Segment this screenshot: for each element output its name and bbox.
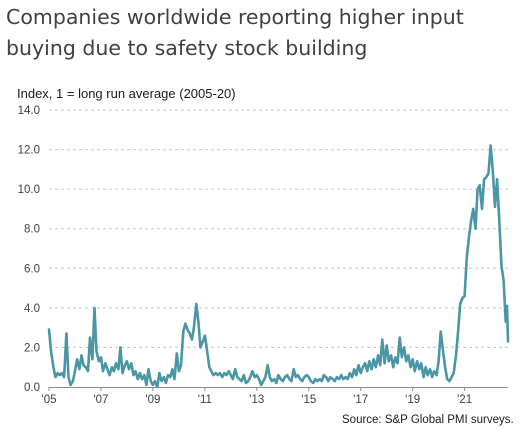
gridlines <box>49 109 508 348</box>
y-axis-label: Index, 1 = long run average (2005-20) <box>17 86 236 101</box>
x-tick-label: '05 <box>42 394 57 406</box>
y-tick-label: 8.0 <box>24 224 40 236</box>
x-tick-label: '07 <box>93 394 108 406</box>
y-tick-label: 10.0 <box>18 184 40 196</box>
y-tick-label: 12.0 <box>18 145 40 157</box>
x-axis: '05 '07 '09 '11 '13 '15 '17 '19 '21 <box>42 387 508 406</box>
x-tick-label: '17 <box>353 394 368 406</box>
source-note: Source: S&P Global PMI surveys. <box>342 414 514 426</box>
x-tick-label: '09 <box>145 394 160 406</box>
y-tick-label: 6.0 <box>24 263 40 275</box>
y-tick-labels: 0.0 2.0 4.0 6.0 8.0 10.0 12.0 14.0 <box>18 105 40 394</box>
x-tick-label: '19 <box>405 394 420 406</box>
series-group <box>47 144 510 389</box>
y-tick-label: 14.0 <box>18 105 40 117</box>
y-tick-label: 4.0 <box>24 303 40 315</box>
y-tick-label: 2.0 <box>24 342 40 354</box>
series-line <box>47 144 510 389</box>
x-tick-label: '13 <box>249 394 264 406</box>
x-tick-label: '11 <box>198 394 212 406</box>
y-tick-label: 0.0 <box>24 382 40 394</box>
chart-title: Companies worldwide reporting higher inp… <box>6 5 464 60</box>
x-tick-label: '21 <box>457 394 472 406</box>
x-tick-label: '15 <box>301 394 316 406</box>
